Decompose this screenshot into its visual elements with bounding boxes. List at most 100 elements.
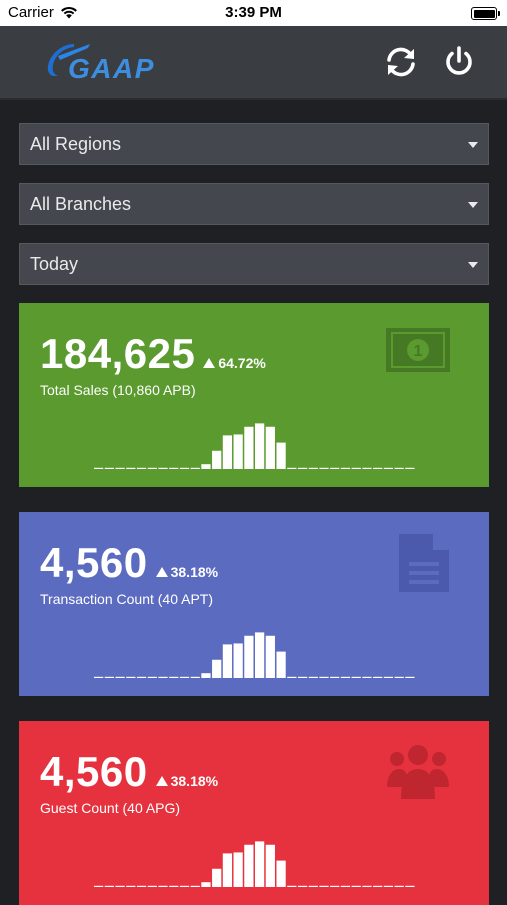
- carrier-label: Carrier: [8, 4, 54, 21]
- sparkline-bar: [405, 467, 415, 469]
- sparkline-bar: [244, 844, 254, 887]
- sparkline-bar: [94, 885, 104, 887]
- app-header: GAAP: [0, 26, 507, 100]
- guest-count-sparkline: [94, 841, 415, 887]
- period-select[interactable]: Today: [19, 243, 489, 285]
- sparkline-bar: [297, 885, 308, 887]
- sparkline-bar: [244, 426, 254, 469]
- branch-select-value: All Branches: [30, 193, 132, 214]
- transaction-count-value: 4,560: [40, 539, 148, 586]
- sparkline-bar: [136, 467, 147, 469]
- sparkline-bar: [340, 676, 351, 678]
- branch-select[interactable]: All Branches: [19, 183, 489, 225]
- sparkline-bar: [383, 885, 394, 887]
- sparkline-bar: [190, 885, 200, 887]
- guest-count-card[interactable]: 4,560 38.18% Guest Count (40 APG): [19, 721, 489, 905]
- sparkline-bar: [169, 676, 179, 678]
- sparkline-bar: [362, 885, 372, 887]
- sparkline-bar: [147, 467, 157, 469]
- sparkline-bar: [136, 885, 147, 887]
- sparkline-bar: [190, 676, 200, 678]
- sparkline-bar: [126, 467, 136, 469]
- sparkline-bar: [308, 676, 318, 678]
- sparkline-bar: [276, 651, 286, 678]
- region-select-value: All Regions: [30, 133, 122, 154]
- sparkline-bar: [201, 882, 211, 887]
- sparkline-bar: [308, 885, 318, 887]
- total-sales-delta-value: 64.72%: [218, 355, 266, 371]
- sparkline-bar: [104, 676, 114, 678]
- sparkline-bar: [115, 467, 125, 469]
- gaap-logo: GAAP: [47, 44, 155, 84]
- sparkline-bar: [265, 426, 275, 469]
- sparkline-bar: [233, 852, 243, 887]
- sparkline-bar: [212, 868, 222, 887]
- sparkline-bar: [265, 844, 275, 887]
- svg-text:1: 1: [414, 343, 423, 360]
- sparkline-bar: [297, 467, 308, 469]
- sparkline-bar: [233, 434, 243, 469]
- arrow-up-icon: [155, 776, 168, 786]
- region-select[interactable]: All Regions: [19, 123, 489, 165]
- sparkline-bar: [351, 467, 361, 469]
- arrow-up-icon: [155, 567, 168, 577]
- sparkline-bar: [373, 676, 383, 678]
- sparkline-bar: [158, 467, 168, 469]
- group-icon: [387, 745, 449, 799]
- sparkline-bar: [147, 676, 157, 678]
- sparkline-bar: [308, 467, 318, 469]
- sparkline-bar: [394, 467, 404, 469]
- sparkline-bar: [373, 885, 383, 887]
- sparkline-bar: [405, 676, 415, 678]
- total-sales-card[interactable]: 184,625 64.72% Total Sales (10,860 APB) …: [19, 303, 489, 487]
- sparkline-bar: [383, 676, 394, 678]
- sparkline-bar: [394, 885, 404, 887]
- sparkline-bar: [94, 676, 104, 678]
- transaction-count-card[interactable]: 4,560 38.18% Transaction Count (40 APT): [19, 512, 489, 696]
- sparkline-bar: [287, 676, 297, 678]
- sparkline-bar: [94, 467, 104, 469]
- guest-count-label: Guest Count (40 APG): [40, 800, 181, 816]
- sparkline-bar: [244, 635, 254, 678]
- status-bar: Carrier 3:39 PM: [0, 0, 507, 26]
- sparkline-bar: [394, 676, 404, 678]
- document-icon: [399, 534, 449, 592]
- sparkline-bar: [201, 673, 211, 678]
- sparkline-bar: [201, 464, 211, 469]
- sparkline-bar: [222, 435, 233, 469]
- chevron-down-icon: [468, 262, 478, 268]
- sparkline-bar: [190, 467, 200, 469]
- sparkline-bar: [158, 885, 168, 887]
- sparkline-bar: [222, 644, 233, 678]
- sparkline-bar: [126, 676, 136, 678]
- sparkline-bar: [169, 467, 179, 469]
- sparkline-bar: [233, 643, 243, 678]
- period-select-value: Today: [30, 253, 79, 274]
- svg-text:GAAP: GAAP: [68, 53, 155, 84]
- sparkline-bar: [297, 676, 308, 678]
- refresh-button[interactable]: [383, 44, 419, 80]
- wifi-icon: [60, 6, 77, 19]
- sparkline-bar: [319, 885, 329, 887]
- guest-count-delta: 38.18%: [155, 773, 218, 789]
- sparkline-bar: [330, 467, 340, 469]
- sparkline-bar: [351, 885, 361, 887]
- sparkline-bar: [255, 841, 265, 887]
- logout-button[interactable]: [441, 44, 477, 80]
- sparkline-bar: [351, 676, 361, 678]
- sparkline-bar: [340, 885, 351, 887]
- arrow-up-icon: [203, 358, 216, 368]
- clock: 3:39 PM: [225, 4, 282, 21]
- transaction-count-delta: 38.18%: [155, 564, 218, 580]
- transaction-count-value-row: 4,560 38.18%: [40, 542, 218, 584]
- sparkline-bar: [330, 676, 340, 678]
- total-sales-sparkline: [94, 423, 415, 469]
- sparkline-bar: [276, 442, 286, 469]
- transaction-count-sparkline: [94, 632, 415, 678]
- chevron-down-icon: [468, 202, 478, 208]
- money-icon: 1: [386, 328, 450, 372]
- sparkline-bar: [383, 467, 394, 469]
- sparkline-bar: [287, 885, 297, 887]
- sparkline-bar: [179, 676, 190, 678]
- sparkline-bar: [362, 467, 372, 469]
